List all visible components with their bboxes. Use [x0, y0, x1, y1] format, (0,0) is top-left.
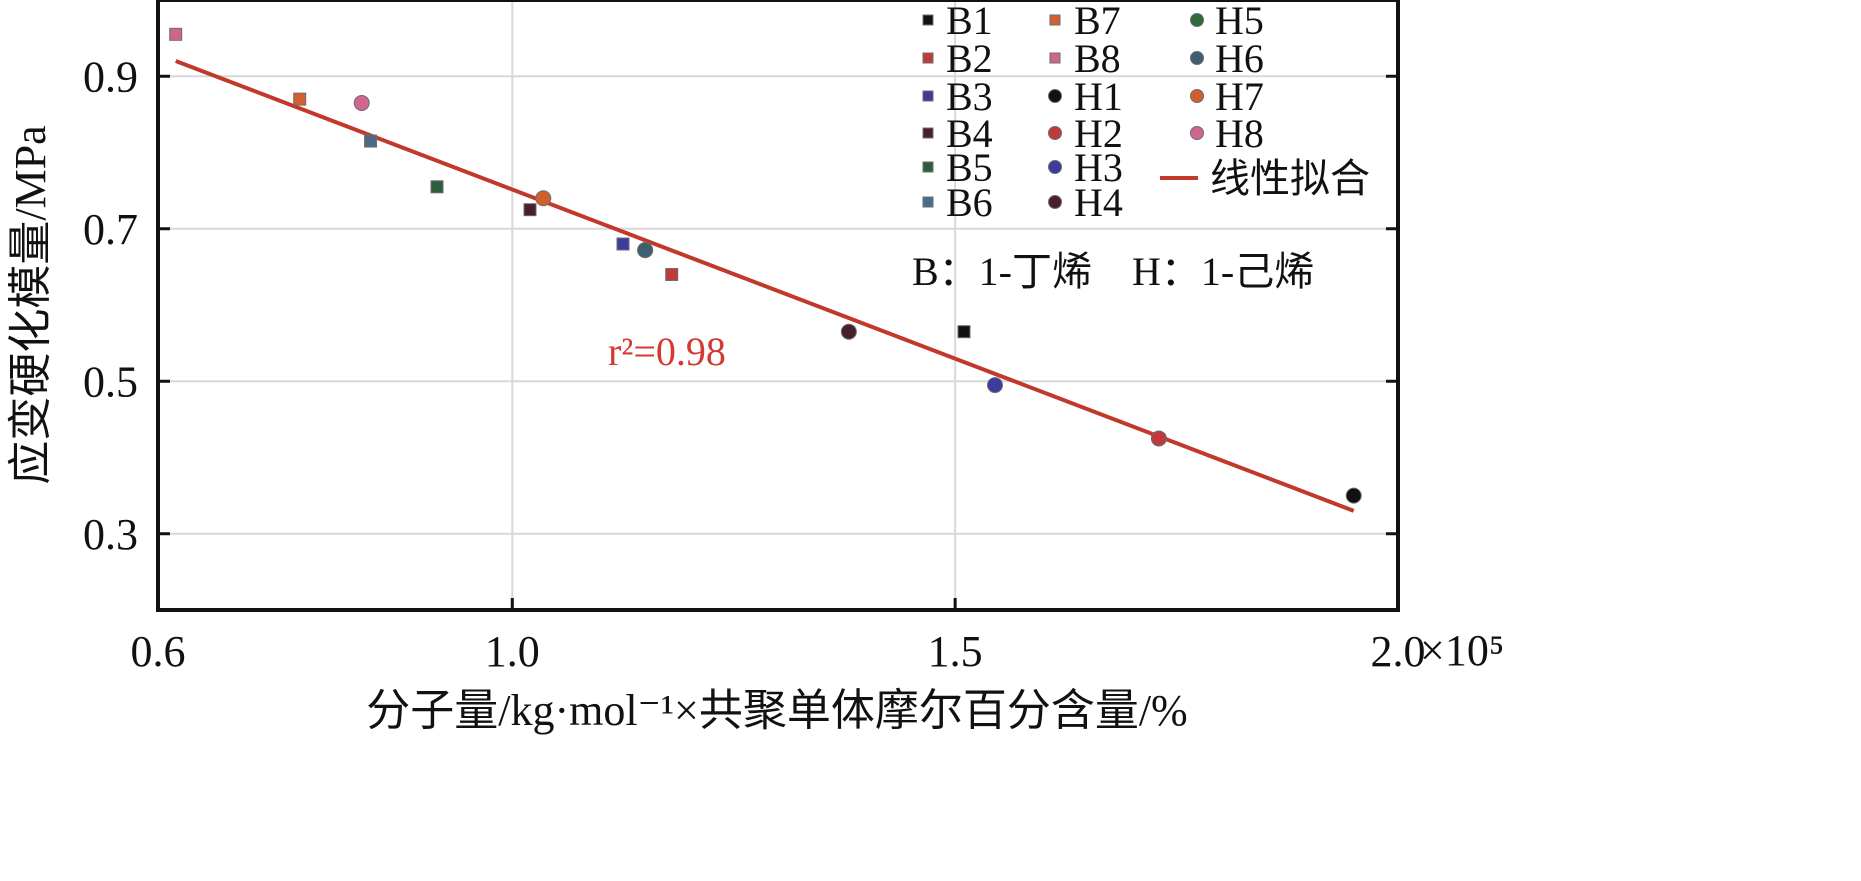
- x-tick-label: 2.0: [1371, 627, 1426, 676]
- plot-frame: [156, 0, 1400, 612]
- legend-label-fit-line: 线性拟合: [1210, 156, 1370, 201]
- legend-marker-b2: [922, 52, 934, 64]
- legend-label-h6: H6: [1215, 36, 1264, 81]
- legend-marker-h8: [1190, 126, 1204, 140]
- point-h3: [987, 377, 1003, 394]
- data-points: [169, 27, 1362, 504]
- legend-marker-h6: [1190, 51, 1204, 65]
- point-b6: [364, 134, 378, 148]
- legend-label-h5: H5: [1215, 0, 1264, 43]
- legend-marker-h3: [1048, 160, 1062, 174]
- point-b3: [616, 237, 630, 251]
- legend-marker-b7: [1049, 14, 1061, 26]
- x-tick-label: 1.5: [928, 627, 983, 676]
- x-tick-label: 1.0: [485, 627, 540, 676]
- legend-label-h1: H1: [1074, 74, 1123, 119]
- legend-marker-h5: [1190, 13, 1204, 27]
- legend-marker-b5: [922, 161, 934, 173]
- point-b4: [523, 203, 537, 217]
- y-tick-label: 0.9: [83, 52, 138, 101]
- x-scale-factor: ×10⁵: [1420, 626, 1504, 675]
- point-h8: [353, 94, 370, 111]
- point-b1: [957, 325, 971, 339]
- legend-label-h4: H4: [1074, 180, 1123, 225]
- point-h1: [1345, 487, 1362, 504]
- legend-marker-b3: [922, 90, 934, 102]
- r2-annotation: r²=0.98: [608, 329, 726, 374]
- legend-label-b6: B6: [946, 180, 993, 225]
- y-tick-label: 0.5: [83, 357, 138, 406]
- legend-label-h7: H7: [1215, 74, 1264, 119]
- point-h6: [637, 242, 654, 259]
- y-axis-label: 应变硬化模量/MPa: [6, 125, 55, 484]
- x-axis-label: 分子量/kg·mol⁻¹×共聚单体摩尔百分含量/%: [366, 686, 1187, 735]
- grid: [158, 0, 1398, 610]
- point-h7: [535, 190, 552, 207]
- legend-label-b8: B8: [1074, 36, 1121, 81]
- point-b2: [665, 268, 679, 281]
- y-tick-label: 0.3: [83, 510, 138, 559]
- legend-label-h2: H2: [1074, 111, 1123, 156]
- legend-label-h8: H8: [1215, 111, 1264, 156]
- legend-marker-b8: [1049, 52, 1061, 64]
- legend-label-b2: B2: [946, 36, 993, 81]
- legend-marker-b1: [922, 14, 934, 26]
- legend-marker-h7: [1190, 89, 1204, 103]
- legend-label-b1: B1: [946, 0, 993, 43]
- axis-ticks: 0.6 1.0 1.5 2.0 0.3 0.5 0.7 0.9: [83, 52, 1426, 676]
- legend-label-b4: B4: [946, 111, 993, 156]
- legend-label-h3: H3: [1074, 145, 1123, 190]
- y-tick-label: 0.7: [83, 205, 138, 254]
- comonomer-note: B：1-丁烯 H：1-己烯: [912, 249, 1314, 294]
- legend-marker-h2: [1048, 126, 1062, 140]
- x-tick-label: 0.6: [131, 627, 186, 676]
- point-b7: [293, 92, 307, 106]
- point-b8: [169, 27, 183, 41]
- point-b5: [430, 180, 444, 194]
- legend-marker-b4: [922, 127, 934, 139]
- point-h4: [840, 323, 857, 340]
- legend-label-b3: B3: [946, 74, 993, 119]
- legend-label-b7: B7: [1074, 0, 1121, 43]
- point-h2: [1150, 430, 1167, 447]
- legend-marker-h4: [1048, 195, 1062, 209]
- legend-marker-b6: [922, 196, 934, 208]
- legend-marker-h1: [1048, 89, 1062, 103]
- legend-label-b5: B5: [946, 145, 993, 190]
